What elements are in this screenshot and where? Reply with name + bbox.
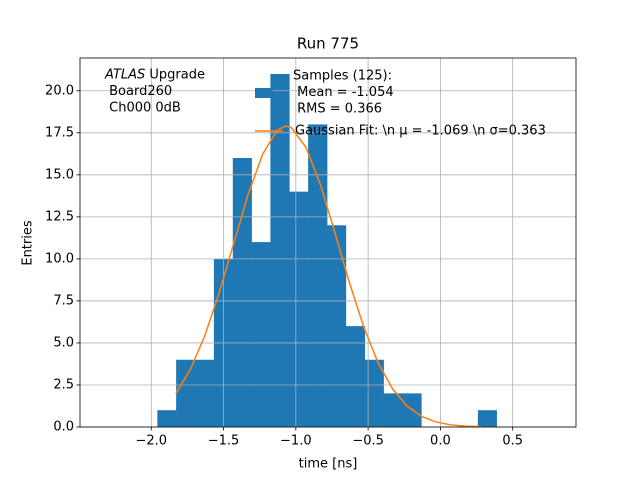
annotation: Board260: [105, 84, 172, 99]
annotation: Ch000 0dB: [105, 101, 181, 116]
y-tick-label: 7.5: [53, 293, 74, 308]
legend-label: Mean = -1.054: [293, 85, 394, 100]
x-tick-label: −1.0: [280, 434, 312, 449]
y-tick-label: 5.0: [53, 335, 74, 350]
y-tick-label: 17.5: [45, 125, 74, 140]
histogram-bar: [270, 73, 290, 427]
legend-swatch: [255, 88, 273, 98]
histogram-bar: [232, 158, 252, 427]
histogram-bar: [477, 410, 497, 427]
legend-label: Gaussian Fit: \n μ = -1.069 \n σ=0.363: [295, 124, 546, 139]
y-tick-label: 10.0: [45, 251, 74, 266]
y-axis-label: Entries: [21, 220, 36, 266]
plot-frame: [79, 57, 577, 428]
annotation-italic: ATLAS: [104, 68, 145, 83]
x-tick-label: 0.0: [430, 434, 451, 449]
histogram-bar: [289, 191, 309, 427]
legend-label: Samples (125):: [293, 69, 392, 84]
histogram-bar: [157, 410, 177, 427]
x-tick-label: −1.5: [208, 434, 240, 449]
histogram-bar: [364, 359, 384, 427]
histogram-bar: [176, 359, 196, 427]
x-tick-label: −2.0: [135, 434, 167, 449]
x-axis-label: time [ns]: [299, 457, 358, 472]
chart-title: Run 775: [297, 35, 359, 53]
y-tick-label: 2.5: [53, 377, 74, 392]
histogram-bar: [327, 225, 347, 427]
histogram-bar: [251, 242, 271, 427]
legend-label: RMS = 0.366: [293, 102, 382, 117]
y-tick-label: 15.0: [45, 167, 74, 182]
histogram-bar: [345, 326, 366, 427]
x-tick-label: −0.5: [352, 434, 384, 449]
histogram-bar: [195, 359, 215, 427]
fit-line: [175, 125, 481, 428]
x-tick-label: 0.5: [502, 434, 523, 449]
histogram-bar: [383, 393, 403, 427]
y-tick-label: 12.5: [45, 209, 74, 224]
y-tick-label: 20.0: [45, 83, 74, 98]
histogram-bar: [308, 124, 328, 427]
y-tick-label: 0.0: [53, 420, 74, 435]
annotation: Upgrade: [145, 68, 205, 83]
